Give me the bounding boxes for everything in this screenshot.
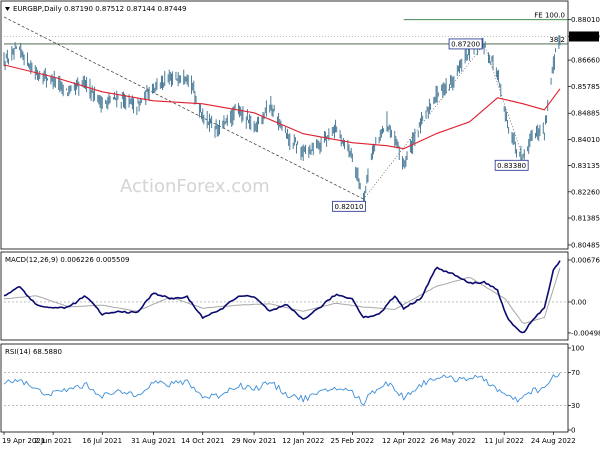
x-tick-label: 31 Aug 2021 bbox=[131, 437, 176, 445]
price-y-tick-label: 0.86660 bbox=[571, 57, 600, 65]
price-y-tick-label: 0.81385 bbox=[571, 215, 600, 223]
macd-line bbox=[3, 260, 561, 334]
macd-y-tick-label: 0.00 bbox=[571, 298, 587, 306]
x-tick-label: 2 Jun 2021 bbox=[34, 437, 72, 445]
x-tick-label: 16 Jul 2021 bbox=[82, 437, 122, 445]
level-label-box bbox=[332, 200, 366, 212]
rsi-layer bbox=[3, 372, 568, 406]
watermark: ActionForex.com bbox=[120, 176, 270, 197]
rsi-title: RSI(14) 68.5880 bbox=[5, 348, 62, 356]
level-label: 0.87200 bbox=[451, 40, 480, 48]
macd-layer bbox=[3, 260, 568, 334]
dropdown-triangle-icon bbox=[5, 7, 10, 11]
level-label-box bbox=[494, 159, 529, 171]
rsi-y-tick-label: 0 bbox=[571, 427, 575, 435]
price-y-tick-label: 0.88010 bbox=[571, 16, 600, 24]
macd-y-tick-label: 0.00676 bbox=[571, 256, 600, 264]
last-price-label: 0.87449 bbox=[571, 33, 600, 41]
macd-title: MACD(12,26,9) 0.006226 0.005509 bbox=[5, 256, 129, 264]
horizontal-level-label: 38.2 bbox=[549, 36, 565, 44]
price-title: EURGBP,Daily 0.87190 0.87512 0.87144 0.8… bbox=[13, 5, 186, 13]
price-y-tick-label: 0.80485 bbox=[571, 241, 600, 249]
price-y-tick-label: 0.84885 bbox=[571, 110, 600, 118]
level-label: 0.82010 bbox=[335, 203, 364, 211]
rsi-y-tick-label: 70 bbox=[571, 369, 580, 377]
rally-dotted-line bbox=[363, 43, 485, 200]
x-tick-label: 12 Jan 2022 bbox=[282, 437, 324, 445]
price-panel-frame bbox=[0, 0, 569, 250]
price-y-tick-label: 0.83135 bbox=[571, 162, 600, 170]
price-title-group: EURGBP,Daily 0.87190 0.87512 0.87144 0.8… bbox=[5, 5, 186, 13]
level-label-box bbox=[448, 38, 483, 50]
macd-y-tick-label: -0.00498 bbox=[571, 329, 600, 337]
last-price-badge bbox=[569, 31, 599, 42]
moving-average-line bbox=[3, 64, 561, 150]
price-layer: FE 100.0 38.2 0.87200 0.83380 0.82010 bbox=[3, 12, 568, 212]
rsi-line bbox=[3, 372, 561, 406]
x-tick-label: 14 Oct 2021 bbox=[181, 437, 224, 445]
level-label: 0.83380 bbox=[497, 162, 526, 170]
macd-panel-frame bbox=[0, 251, 569, 341]
x-tick-label: 24 Aug 2022 bbox=[531, 437, 576, 445]
price-y-tick-label: 0.82260 bbox=[571, 188, 600, 196]
macd-signal-line bbox=[4, 267, 561, 324]
x-tick-label: 29 Nov 2021 bbox=[232, 437, 277, 445]
x-tick-label: 19 Apr 2021 bbox=[2, 437, 45, 445]
x-tick-label: 11 Jul 2022 bbox=[484, 437, 524, 445]
rsi-panel-frame bbox=[0, 343, 569, 433]
x-tick-label: 26 May 2022 bbox=[430, 437, 476, 445]
x-tick-label: 12 Apr 2022 bbox=[382, 437, 425, 445]
pullback-dotted-line bbox=[483, 43, 524, 159]
rsi-y-tick-label: 30 bbox=[571, 402, 580, 410]
rsi-y-tick-label: 100 bbox=[571, 345, 584, 353]
x-tick-label: 25 Feb 2022 bbox=[331, 437, 375, 445]
price-y-tick-label: 0.84010 bbox=[571, 136, 600, 144]
axis-layer: 0.88010 0.87449 0.86660 0.85785 0.84885 0.840… bbox=[2, 16, 600, 445]
horizontal-level-label: FE 100.0 bbox=[534, 12, 565, 20]
trendline bbox=[3, 16, 364, 200]
price-y-tick-label: 0.85785 bbox=[571, 83, 600, 91]
